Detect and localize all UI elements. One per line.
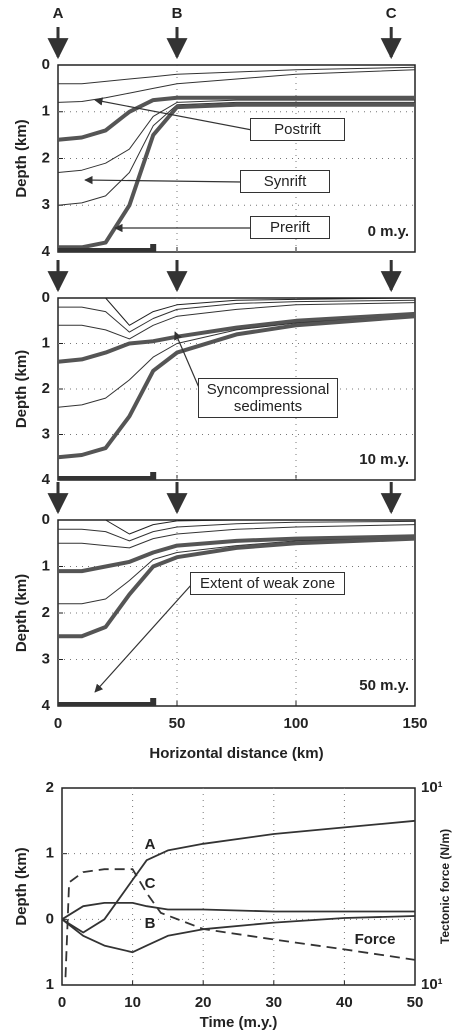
weak-zone (58, 702, 154, 706)
x-tick-label: 10 (124, 994, 141, 1011)
weak-zone (58, 476, 154, 480)
y-tick-label: 2 (42, 380, 50, 397)
y-tick-label: 1 (46, 845, 54, 862)
x-axis-label: Horizontal distance (km) (149, 745, 323, 762)
marker-label: A (53, 5, 64, 22)
x-tick-label: 50 (169, 715, 186, 732)
plot-frame (61, 787, 416, 986)
annotation-arrow (84, 175, 243, 185)
x-axis-label: Time (m.y.) (200, 1014, 278, 1031)
data-line (61, 902, 415, 921)
marker-label: B (172, 5, 183, 22)
data-line (57, 311, 416, 364)
time-label: 0 m.y. (368, 223, 409, 240)
y-tick-label: 3 (42, 650, 50, 667)
data-line (58, 534, 416, 574)
data-line (58, 297, 416, 326)
data-line (58, 299, 416, 333)
x-tick-label: 20 (195, 994, 212, 1011)
annotation-arrow (94, 97, 253, 131)
y2-tick-label: 10¹ (421, 779, 443, 796)
annotation: Prerift (250, 216, 330, 239)
y-tick-label: 3 (42, 425, 50, 442)
y-tick-label: 1 (46, 976, 54, 993)
annotation: Extent of weak zone (190, 572, 345, 595)
time-label: 10 m.y. (359, 451, 409, 468)
y-tick-label: 2 (42, 149, 50, 166)
annotation: Synrift (240, 170, 330, 193)
y-tick-label: 2 (42, 604, 50, 621)
plot-frame (57, 64, 416, 253)
data-line (57, 69, 416, 103)
data-line (61, 819, 416, 934)
y-axis-label: Depth (km) (13, 119, 30, 197)
data-line (61, 915, 416, 954)
series-label: Force (355, 931, 396, 948)
weak-zone-edge (150, 472, 157, 480)
y-tick-label: 1 (42, 557, 50, 574)
weak-zone (58, 248, 154, 252)
x-tick-label: 0 (58, 994, 66, 1011)
y2-axis-label: Tectonic force (N/m) (438, 829, 452, 944)
data-line (57, 314, 416, 460)
x-tick-label: 150 (402, 715, 427, 732)
data-line (58, 302, 416, 340)
data-line (57, 314, 416, 408)
y-tick-label: 0 (42, 289, 50, 306)
y-tick-label: 3 (42, 196, 50, 213)
annotation-arrow (94, 583, 193, 693)
y-tick-label: 0 (42, 56, 50, 73)
y-tick-label: 2 (46, 779, 54, 796)
x-tick-label: 0 (54, 715, 62, 732)
data-line (57, 95, 415, 142)
x-tick-label: 30 (265, 994, 282, 1011)
data-line (58, 537, 416, 605)
series-label: A (145, 836, 156, 853)
series-label: C (145, 875, 156, 892)
data-line (64, 868, 416, 978)
y-tick-label: 4 (42, 697, 51, 714)
y-tick-label: 4 (42, 243, 51, 260)
data-line (57, 101, 415, 206)
annotation-arrow (174, 331, 201, 391)
y-tick-label: 1 (42, 334, 50, 351)
x-tick-label: 50 (407, 994, 424, 1011)
data-line (58, 519, 415, 535)
y-axis-label: Depth (km) (13, 350, 30, 428)
weak-zone-edge (150, 698, 157, 706)
data-line (58, 66, 416, 85)
annotation: Postrift (250, 118, 345, 141)
time-label: 50 m.y. (359, 677, 409, 694)
y-axis-label: Depth (km) (13, 847, 30, 925)
y-tick-label: 1 (42, 103, 50, 120)
series-label: B (145, 915, 156, 932)
data-line (58, 536, 416, 639)
data-line (58, 520, 416, 542)
data-line (57, 99, 415, 173)
marker-label: C (386, 5, 397, 22)
x-tick-label: 100 (283, 715, 308, 732)
data-line (58, 102, 415, 250)
data-line (58, 524, 416, 549)
y-tick-label: 4 (42, 471, 51, 488)
y-tick-label: 0 (42, 511, 50, 528)
weak-zone-edge (150, 244, 157, 252)
y-axis-label: Depth (km) (13, 574, 30, 652)
y-tick-label: 0 (46, 910, 54, 927)
x-tick-label: 40 (336, 994, 353, 1011)
y2-tick-label: 10¹ (421, 976, 443, 993)
annotation: Syncompressional sediments (198, 378, 338, 418)
